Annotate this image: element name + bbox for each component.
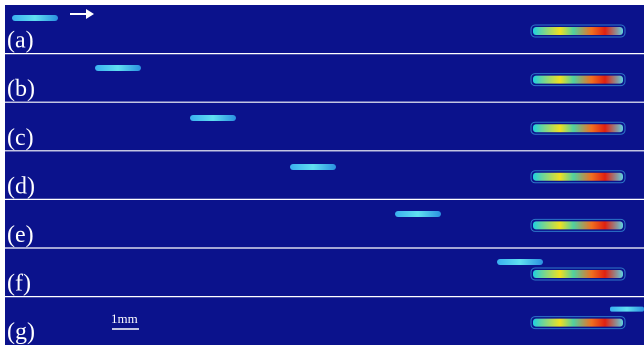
moving-spot: [497, 259, 543, 265]
panel-label: (f): [7, 271, 31, 297]
panel-label: (g): [7, 319, 35, 345]
static-spot: [533, 27, 623, 35]
panel-label: (d): [7, 173, 35, 199]
moving-spot: [395, 211, 441, 217]
static-spot: [533, 173, 623, 181]
static-spot: [533, 76, 623, 84]
moving-spot: [12, 15, 58, 21]
moving-spot: [190, 115, 236, 121]
moving-spot: [290, 164, 336, 170]
scale-bar-label: 1mm: [111, 311, 138, 326]
panel-label: (b): [7, 76, 35, 102]
static-spot: [533, 270, 623, 278]
static-spot: [533, 124, 623, 132]
figure: (a) (b) (c) (d) (e) (f) (g) 1mm: [0, 0, 644, 345]
static-spot: [533, 221, 623, 229]
page: (a)(b)(c)(d)(e)(f)(g)1mm (() => { const …: [0, 0, 644, 345]
static-spot: [533, 319, 623, 327]
moving-spot: [95, 65, 141, 71]
panel-label: (a): [7, 28, 34, 54]
panel-label: (e): [7, 222, 34, 248]
panel-label: (c): [7, 125, 34, 151]
moving-spot: [610, 307, 644, 312]
